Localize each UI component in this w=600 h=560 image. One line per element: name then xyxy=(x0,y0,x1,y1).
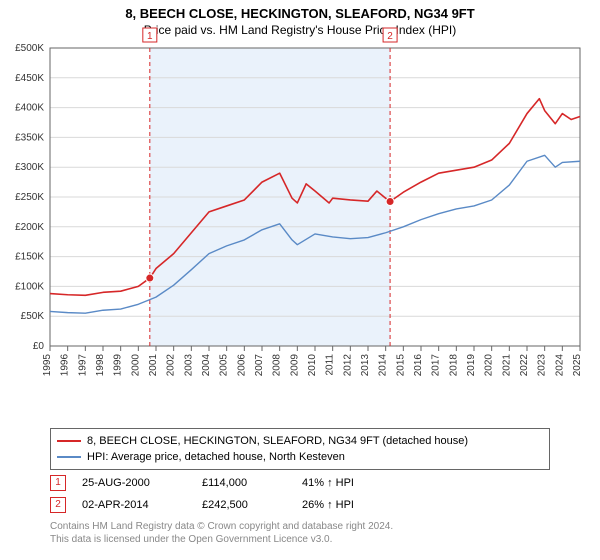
svg-text:2008: 2008 xyxy=(272,354,283,377)
legend: 8, BEECH CLOSE, HECKINGTON, SLEAFORD, NG… xyxy=(50,428,550,470)
svg-text:2005: 2005 xyxy=(219,354,230,377)
svg-text:2011: 2011 xyxy=(325,354,336,376)
legend-swatch xyxy=(57,440,81,442)
legend-label: HPI: Average price, detached house, Nort… xyxy=(87,451,345,463)
svg-text:1997: 1997 xyxy=(77,354,88,377)
svg-text:£100K: £100K xyxy=(15,281,44,292)
legend-swatch xyxy=(57,456,81,458)
legend-item: HPI: Average price, detached house, Nort… xyxy=(57,449,543,465)
marker-number-box: 2 xyxy=(50,497,66,513)
svg-text:2006: 2006 xyxy=(236,354,247,377)
svg-text:2014: 2014 xyxy=(378,354,389,377)
svg-text:£300K: £300K xyxy=(15,162,44,173)
svg-text:2001: 2001 xyxy=(148,354,159,377)
svg-text:1998: 1998 xyxy=(95,354,106,377)
legend-label: 8, BEECH CLOSE, HECKINGTON, SLEAFORD, NG… xyxy=(87,435,468,447)
legend-item: 8, BEECH CLOSE, HECKINGTON, SLEAFORD, NG… xyxy=(57,433,543,449)
svg-text:2018: 2018 xyxy=(448,354,459,377)
svg-text:£50K: £50K xyxy=(21,311,45,322)
svg-text:£350K: £350K xyxy=(15,132,44,143)
svg-text:1: 1 xyxy=(147,31,153,42)
marker-number-box: 1 xyxy=(50,475,66,491)
svg-text:2024: 2024 xyxy=(554,354,565,377)
svg-text:£400K: £400K xyxy=(15,103,44,114)
svg-text:2022: 2022 xyxy=(519,354,530,377)
svg-text:£150K: £150K xyxy=(15,252,44,263)
svg-text:2004: 2004 xyxy=(201,354,212,377)
svg-text:2016: 2016 xyxy=(413,354,424,377)
svg-text:2015: 2015 xyxy=(395,354,406,377)
chart-subtitle: Price paid vs. HM Land Registry's House … xyxy=(0,21,600,41)
sale-markers-table: 1 25-AUG-2000£114,00041% ↑ HPI 2 02-APR-201… xyxy=(50,472,422,516)
svg-text:2020: 2020 xyxy=(484,354,495,377)
svg-text:2013: 2013 xyxy=(360,354,371,377)
svg-text:£450K: £450K xyxy=(15,73,44,84)
marker-price: £242,500 xyxy=(202,499,302,511)
svg-text:2010: 2010 xyxy=(307,354,318,377)
marker-date: 02-APR-2014 xyxy=(82,499,202,511)
chart-plot: £0£50K£100K£150K£200K£250K£300K£350K£400… xyxy=(50,48,580,388)
svg-text:2: 2 xyxy=(387,31,393,42)
sale-marker-row: 2 02-APR-2014£242,50026% ↑ HPI xyxy=(50,494,422,516)
svg-text:2012: 2012 xyxy=(342,354,353,377)
svg-text:2003: 2003 xyxy=(183,354,194,377)
svg-text:2007: 2007 xyxy=(254,354,265,377)
svg-text:2017: 2017 xyxy=(431,354,442,377)
chart-title: 8, BEECH CLOSE, HECKINGTON, SLEAFORD, NG… xyxy=(0,0,600,21)
svg-text:2025: 2025 xyxy=(572,354,583,377)
footer-line-2: This data is licensed under the Open Gov… xyxy=(50,533,393,546)
svg-text:2023: 2023 xyxy=(537,354,548,377)
svg-text:£250K: £250K xyxy=(15,192,44,203)
svg-text:2002: 2002 xyxy=(166,354,177,377)
marker-price: £114,000 xyxy=(202,477,302,489)
marker-date: 25-AUG-2000 xyxy=(82,477,202,489)
marker-pct: 26% ↑ HPI xyxy=(302,499,422,511)
svg-text:1996: 1996 xyxy=(60,354,71,377)
svg-text:1995: 1995 xyxy=(42,354,53,377)
footer-line-1: Contains HM Land Registry data © Crown c… xyxy=(50,520,393,533)
footer-attribution: Contains HM Land Registry data © Crown c… xyxy=(50,520,393,546)
svg-text:2021: 2021 xyxy=(501,354,512,377)
svg-text:2009: 2009 xyxy=(289,354,300,377)
svg-text:2019: 2019 xyxy=(466,354,477,377)
svg-text:£200K: £200K xyxy=(15,222,44,233)
svg-text:2000: 2000 xyxy=(130,354,141,377)
svg-text:1999: 1999 xyxy=(113,354,124,377)
sale-marker-row: 1 25-AUG-2000£114,00041% ↑ HPI xyxy=(50,472,422,494)
marker-pct: 41% ↑ HPI xyxy=(302,477,422,489)
svg-text:£0: £0 xyxy=(33,341,45,352)
svg-text:£500K: £500K xyxy=(15,43,44,54)
